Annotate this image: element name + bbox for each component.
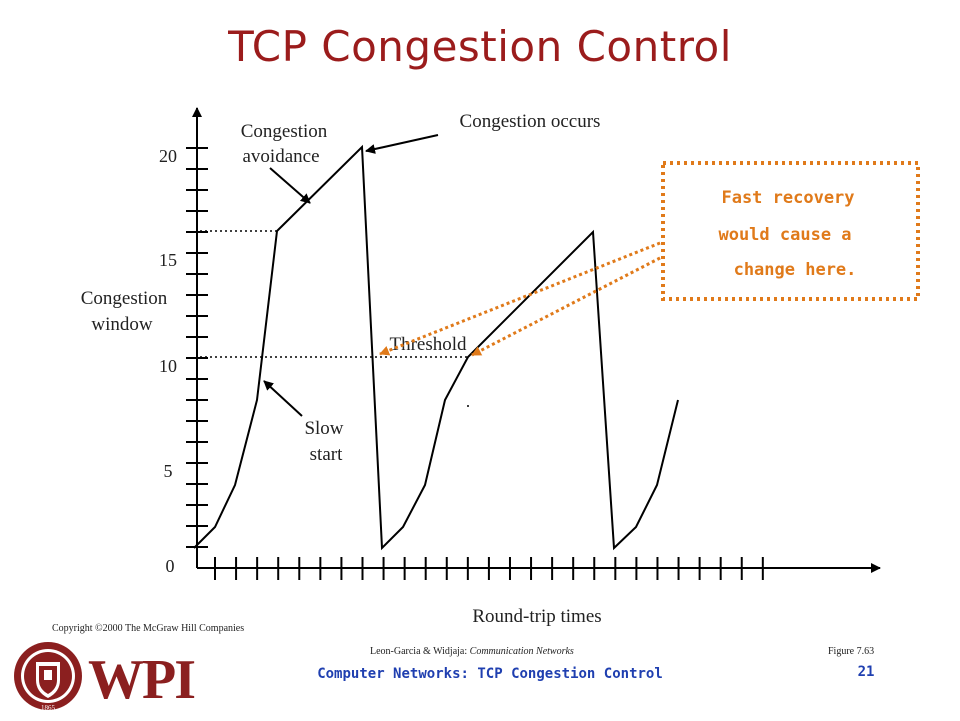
course-footer-title: Computer Networks: TCP Congestion Contro… xyxy=(317,666,663,682)
congestion-avoidance-label-line2: avoidance xyxy=(242,146,319,167)
wpi-wordmark: WPI xyxy=(88,649,194,711)
y-tick-label-10: 10 xyxy=(159,356,177,376)
slow-start-label-line2: start xyxy=(310,444,343,465)
congestion-occurs-arrow xyxy=(365,134,439,154)
seal-year: 1865 xyxy=(41,704,56,712)
fast-recovery-arrow-to-threshold xyxy=(379,241,661,356)
citation-authors: Leon-Garcia & Widjaja: xyxy=(370,646,470,657)
y-tick-label-15: 15 xyxy=(159,250,177,270)
congestion-avoidance-arrow xyxy=(269,167,311,204)
copyright-text: Copyright ©2000 The McGraw Hill Companie… xyxy=(52,623,244,634)
wpi-seal-icon: 1865 xyxy=(14,642,82,712)
y-tick-label-0: 0 xyxy=(166,556,175,576)
fast-recovery-callout-line1: Fast recovery xyxy=(721,188,854,208)
y-tick-label-20: 20 xyxy=(159,146,177,166)
y-axis-label-line2: window xyxy=(91,314,153,335)
congestion-occurs-label: Congestion occurs xyxy=(460,111,601,132)
congestion-window-curve xyxy=(193,144,679,551)
fast-recovery-callout-line2: would cause a xyxy=(718,225,851,245)
fast-recovery-callout-line3: change here. xyxy=(734,260,857,280)
slide-title: TCP Congestion Control xyxy=(228,22,732,71)
y-tick-label-5: 5 xyxy=(164,461,173,481)
page-number: 21 xyxy=(857,664,875,680)
fast-recovery-arrow-to-curve xyxy=(471,256,661,357)
wpi-logo: 1865 WPI xyxy=(10,636,220,716)
citation-text: Leon-Garcia & Widjaja: Communication Net… xyxy=(370,646,574,657)
x-axis-label: Round-trip times xyxy=(472,606,601,627)
fast-recovery-callout-box xyxy=(661,161,920,301)
x-axis-ticks xyxy=(214,557,764,580)
stray-dot xyxy=(467,405,469,407)
threshold-label: Threshold xyxy=(389,334,467,355)
figure-ref: Figure 7.63 xyxy=(828,646,874,657)
slow-start-label-line1: Slow xyxy=(304,418,343,439)
citation-book: Communication Networks xyxy=(470,646,574,657)
y-axis-ticks xyxy=(186,147,208,548)
congestion-avoidance-label-line1: Congestion xyxy=(241,121,328,142)
y-axis-label-line1: Congestion xyxy=(81,288,168,309)
slow-start-arrow xyxy=(263,380,303,417)
